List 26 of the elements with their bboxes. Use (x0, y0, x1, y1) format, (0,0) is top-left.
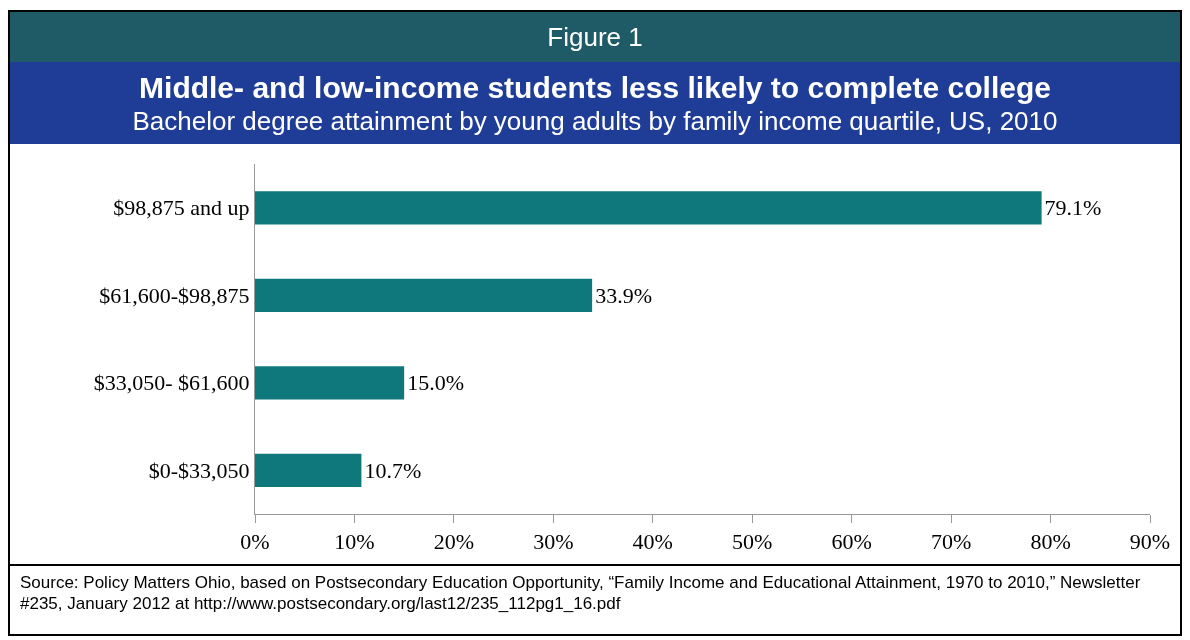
data-label: 33.9% (595, 282, 652, 308)
chart-title: Middle- and low-income students less likely to complete college (138, 70, 1052, 106)
source-note: Source: Policy Matters Ohio, based on Postsecondary Education Opportunity, “Family Income and Educational Attainment, 1970 to 2010,” Newsletter #235, January 2012 at http://www.postsecondary.org/last12/235_112pg1_16.pdf (10, 564, 1180, 620)
bar (255, 453, 362, 487)
x-tick-label: 50% (732, 529, 773, 555)
chart-subtitle: Bachelor degree attainment by young adults by family income quartile, US, 2010 (131, 106, 1059, 136)
x-tick-label: 10% (334, 529, 375, 555)
caption: Figure 1 (10, 12, 1180, 62)
y-tick-label: $0-$33,050 (148, 457, 250, 483)
x-tick-label: 40% (632, 529, 673, 555)
x-tick-label: 0% (240, 529, 270, 555)
y-tick-label: $33,050- $61,600 (93, 370, 250, 396)
x-tick-label: 20% (433, 529, 475, 555)
x-tick-label: 30% (533, 529, 574, 555)
data-label: 10.7% (364, 457, 422, 483)
data-label: 79.1% (1044, 195, 1102, 221)
x-tick-label: 70% (930, 529, 972, 555)
x-tick-label: 90% (1129, 529, 1171, 555)
x-tick-label: 60% (831, 529, 872, 555)
y-tick-label: $98,875 and up (113, 195, 250, 221)
bar (255, 191, 1042, 225)
x-tick-label: 80% (1030, 529, 1071, 555)
bar (255, 366, 405, 400)
data-label: 15.0% (407, 370, 464, 396)
bar (255, 278, 593, 312)
y-tick-label: $61,600-$98,875 (99, 282, 250, 308)
